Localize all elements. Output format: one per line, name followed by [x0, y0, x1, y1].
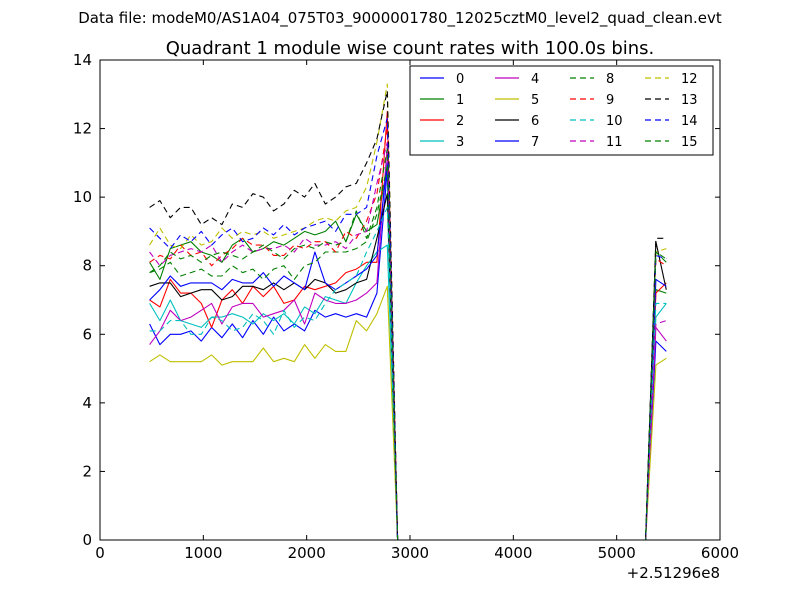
- series-line-14: [149, 117, 667, 541]
- x-tick-label: 4000: [494, 544, 532, 562]
- y-tick-label: 12: [73, 120, 92, 138]
- legend-label-1: 1: [456, 93, 464, 108]
- x-tick-label: 5000: [598, 544, 636, 562]
- y-tick-label: 4: [82, 394, 92, 412]
- legend-label-13: 13: [681, 93, 698, 108]
- y-tick-label: 0: [82, 531, 92, 549]
- legend-label-4: 4: [531, 72, 539, 87]
- legend-label-8: 8: [606, 72, 614, 87]
- legend-label-2: 2: [456, 114, 464, 129]
- y-tick-label: 6: [82, 325, 92, 343]
- legend-label-6: 6: [531, 114, 539, 129]
- axes: 0 1000 2000 3000 4000 5000 600002468101214+2.5…: [73, 51, 739, 582]
- legend-label-15: 15: [681, 135, 698, 150]
- legend-label-12: 12: [681, 72, 698, 87]
- y-tick-label: 8: [82, 257, 92, 275]
- x-tick-label: 6000: [701, 544, 739, 562]
- x-tick-label: 3000: [391, 544, 429, 562]
- x-tick-label: 2000: [288, 544, 326, 562]
- legend-label-9: 9: [606, 93, 614, 108]
- x-tick-label: 1000: [184, 544, 222, 562]
- legend-label-5: 5: [531, 93, 539, 108]
- y-tick-label: 10: [73, 188, 92, 206]
- x-axis-offset-label: +2.51296e8: [627, 564, 720, 582]
- legend-label-11: 11: [606, 135, 623, 150]
- legend-label-0: 0: [456, 72, 464, 87]
- legend-label-3: 3: [456, 135, 464, 150]
- chart-title: Quadrant 1 module wise count rates with …: [166, 38, 655, 59]
- y-tick-label: 14: [73, 51, 92, 69]
- x-tick-label: 0: [95, 544, 105, 562]
- y-tick-label: 2: [82, 462, 92, 480]
- figure-suptitle: Data file: modeM0/AS1A04_075T03_90000017…: [78, 9, 722, 28]
- legend-label-7: 7: [531, 135, 539, 150]
- legend-label-10: 10: [606, 114, 623, 129]
- legend-label-14: 14: [681, 114, 698, 129]
- legend-box: [409, 65, 714, 156]
